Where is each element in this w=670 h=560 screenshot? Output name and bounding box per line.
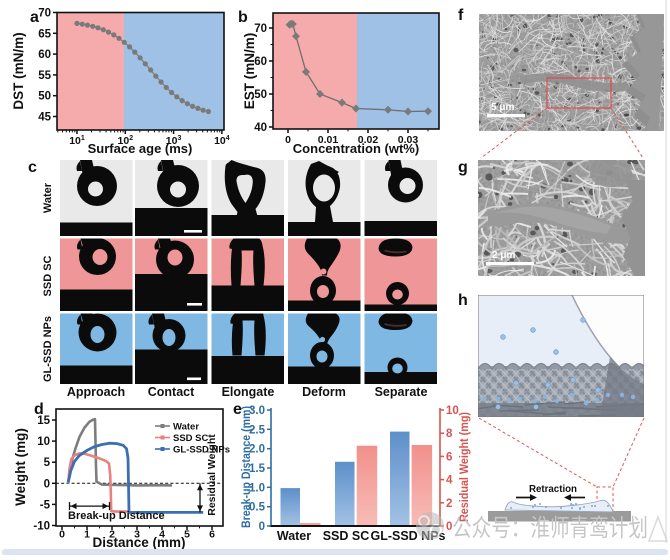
svg-text:公众号：淮师青鸾计划: 公众号：淮师青鸾计划 [452, 515, 648, 542]
svg-text:60: 60 [254, 56, 267, 68]
svg-text:1: 1 [84, 529, 90, 541]
svg-text:DST (mN/m): DST (mN/m) [11, 32, 26, 109]
svg-text:b: b [238, 9, 248, 26]
svg-text:2.0: 2.0 [249, 444, 265, 456]
svg-text:0.01: 0.01 [318, 134, 339, 146]
svg-text:Break-up Distance (mm): Break-up Distance (mm) [241, 406, 253, 528]
svg-text:5: 5 [44, 457, 51, 469]
svg-text:0: 0 [446, 521, 452, 533]
svg-text:2: 2 [446, 498, 452, 510]
svg-text:d: d [34, 401, 44, 418]
svg-text:g: g [458, 159, 468, 176]
svg-text:Contact: Contact [148, 385, 195, 399]
svg-text:EST (mN/m): EST (mN/m) [242, 33, 257, 110]
svg-text:0.5: 0.5 [249, 502, 266, 514]
svg-text:10: 10 [446, 405, 459, 417]
svg-text:Elongate: Elongate [222, 385, 275, 399]
svg-text:55: 55 [38, 70, 51, 82]
svg-text:0.03: 0.03 [398, 134, 419, 146]
svg-text:10: 10 [37, 436, 50, 448]
svg-text:f: f [458, 7, 464, 24]
svg-text:70: 70 [38, 8, 51, 20]
svg-text:Residual Weight: Residual Weight [206, 434, 218, 516]
svg-text:Water: Water [277, 529, 311, 543]
svg-text:Weight (mg): Weight (mg) [13, 428, 28, 506]
svg-text:Separate: Separate [375, 385, 428, 399]
svg-text:SSD SC: SSD SC [323, 529, 370, 543]
svg-text:h: h [458, 292, 468, 309]
svg-text:15: 15 [37, 415, 50, 427]
svg-text:e: e [233, 401, 242, 418]
svg-text:2 μm: 2 μm [492, 250, 515, 261]
svg-text:SSD SC: SSD SC [42, 255, 54, 296]
svg-text:Water: Water [42, 182, 54, 213]
svg-text:45: 45 [38, 112, 51, 124]
svg-text:Water: Water [173, 422, 199, 433]
svg-text:-10: -10 [33, 521, 50, 533]
svg-text:0: 0 [259, 521, 265, 533]
svg-text:GL-SSD NPs: GL-SSD NPs [173, 445, 230, 456]
svg-text:Concentration (wt%): Concentration (wt%) [293, 141, 419, 156]
svg-text:65: 65 [38, 28, 51, 40]
svg-text:70: 70 [254, 23, 267, 35]
svg-text:3.0: 3.0 [249, 405, 265, 417]
svg-text:6: 6 [209, 529, 215, 541]
svg-text:0.02: 0.02 [358, 134, 379, 146]
svg-text:Surface age (ms): Surface age (ms) [88, 141, 193, 156]
svg-text:Distance (mm): Distance (mm) [92, 535, 185, 550]
svg-text:Approach: Approach [67, 385, 125, 399]
svg-text:50: 50 [38, 91, 51, 103]
svg-text:a: a [30, 9, 39, 26]
svg-text:4: 4 [159, 529, 165, 541]
svg-text:5: 5 [184, 529, 190, 541]
svg-text:40: 40 [254, 122, 267, 134]
svg-text:60: 60 [38, 49, 51, 61]
svg-text:50: 50 [254, 89, 267, 101]
svg-text:Break-up Distance: Break-up Distance [68, 510, 165, 522]
svg-text:c: c [28, 159, 37, 176]
svg-text:2.5: 2.5 [249, 424, 266, 436]
svg-text:SSD SC: SSD SC [173, 433, 209, 444]
svg-text:8: 8 [446, 428, 453, 440]
svg-text:1.5: 1.5 [249, 463, 266, 475]
svg-text:4: 4 [446, 475, 453, 487]
svg-text:0: 0 [59, 529, 65, 541]
svg-text:Deform: Deform [302, 385, 346, 399]
svg-text:5 μm: 5 μm [491, 102, 514, 113]
svg-text:0: 0 [285, 134, 291, 146]
svg-text:-5: -5 [40, 499, 51, 511]
svg-text:Residual Weight (mg): Residual Weight (mg) [459, 412, 471, 522]
svg-text:1.0: 1.0 [249, 482, 265, 494]
svg-text:Retraction: Retraction [529, 483, 577, 495]
svg-text:0: 0 [44, 478, 50, 490]
svg-text:2: 2 [109, 529, 115, 541]
svg-text:GL-SSD NPs: GL-SSD NPs [42, 316, 54, 382]
svg-text:3: 3 [134, 529, 140, 541]
svg-text:6: 6 [446, 451, 452, 463]
